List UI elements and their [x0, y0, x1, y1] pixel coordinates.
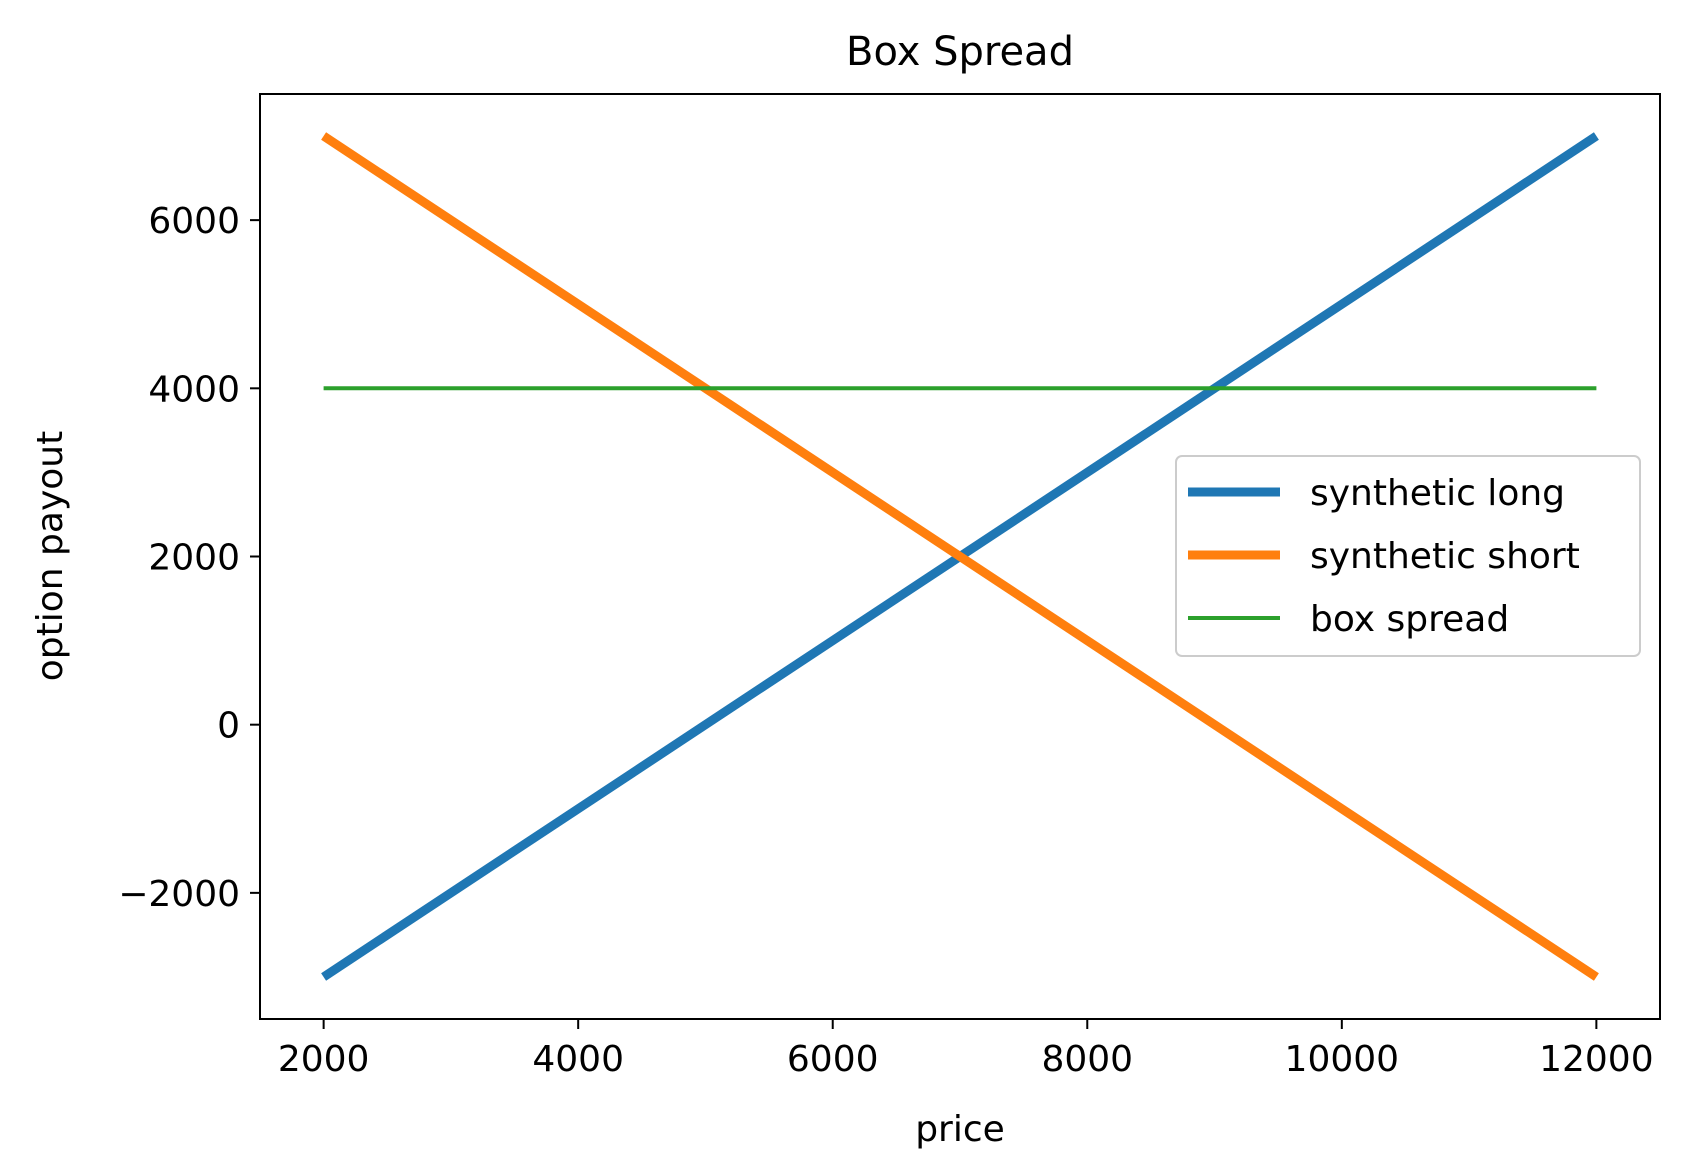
- y-tick-label: −2000: [118, 874, 240, 915]
- y-tick-label: 2000: [148, 538, 240, 579]
- y-tick-label: 6000: [148, 201, 240, 242]
- series-layer: [321, 132, 1599, 981]
- legend-label: box spread: [1310, 599, 1509, 640]
- y-tick-label: 0: [217, 706, 240, 747]
- x-tick-label: 12000: [1539, 1039, 1654, 1080]
- legend-entries: synthetic long synthetic short box spread: [1188, 473, 1580, 640]
- x-tick-label: 8000: [1041, 1039, 1133, 1080]
- x-axis-label: price: [915, 1109, 1005, 1150]
- y-axis-label: option payout: [30, 431, 71, 681]
- y-tick-label: 4000: [148, 369, 240, 410]
- y-ticks: −2000 0 2000 4000 6000: [118, 201, 260, 915]
- legend: synthetic long synthetic short box spread: [1175, 455, 1641, 657]
- legend-box: [1175, 455, 1641, 657]
- x-tick-label: 4000: [532, 1039, 624, 1080]
- series-line-synthetic-short: [321, 132, 1599, 981]
- x-tick-label: 10000: [1285, 1039, 1400, 1080]
- plot-area: 2000 4000 6000 8000 10000 12000 −2000 0 2000 400…: [118, 93, 1661, 1080]
- legend-label: synthetic short: [1310, 536, 1580, 577]
- x-tick-label: 2000: [278, 1039, 370, 1080]
- x-ticks: 2000 4000 6000 8000 10000 12000: [278, 1019, 1654, 1080]
- chart-title: Box Spread: [846, 29, 1074, 75]
- legend-label: synthetic long: [1310, 473, 1565, 514]
- x-tick-label: 6000: [787, 1039, 879, 1080]
